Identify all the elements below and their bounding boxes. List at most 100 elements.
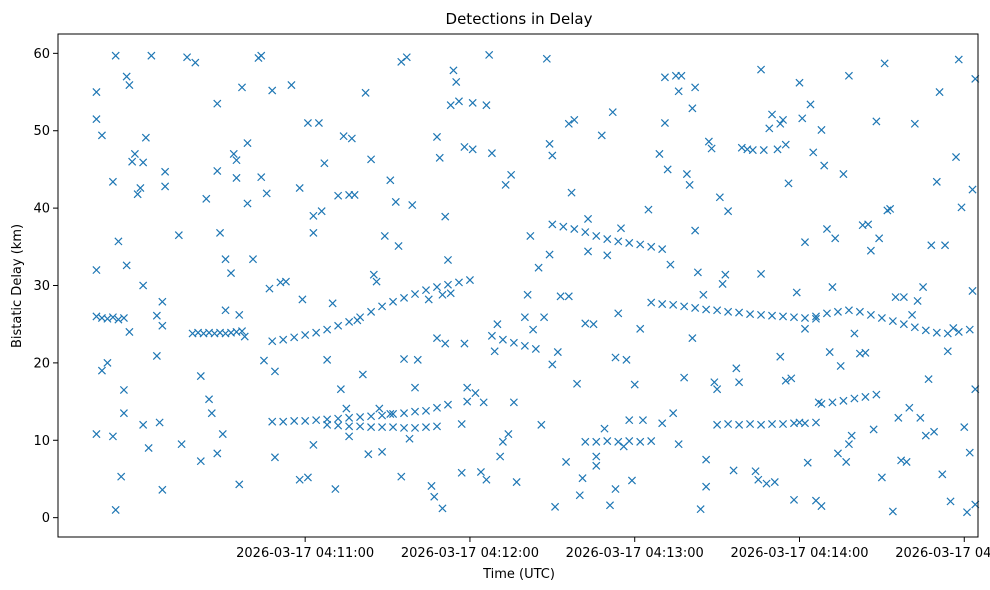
scatter-markers [92, 50, 980, 517]
data-point [125, 81, 134, 90]
data-point [710, 378, 719, 387]
data-point [334, 191, 343, 200]
data-point [457, 468, 466, 477]
y-axis-label: Bistatic Delay (km) [10, 224, 25, 348]
data-point [921, 326, 930, 335]
data-point [559, 222, 568, 231]
data-point [191, 58, 200, 67]
data-point [776, 119, 785, 128]
data-point [446, 289, 455, 298]
data-point [158, 485, 167, 494]
data-point [732, 364, 741, 373]
data-point [564, 292, 573, 301]
data-point [361, 88, 370, 97]
data-point [226, 269, 236, 278]
data-point [707, 144, 716, 153]
data-point [402, 53, 411, 62]
data-point [578, 474, 587, 483]
data-point [754, 475, 763, 484]
data-point [965, 325, 974, 334]
data-point [778, 312, 788, 321]
data-point [888, 317, 897, 326]
data-point [476, 467, 485, 477]
data-point [493, 320, 502, 329]
data-point [592, 437, 601, 446]
data-point [498, 437, 507, 446]
data-point [237, 83, 247, 92]
data-point [317, 207, 326, 216]
data-point [331, 484, 340, 494]
data-point [279, 417, 288, 426]
data-point [553, 348, 562, 357]
data-point [682, 170, 691, 179]
data-point [97, 131, 106, 140]
data-point [839, 396, 848, 405]
data-point [122, 72, 131, 81]
data-point [757, 420, 766, 429]
data-point [435, 153, 444, 162]
data-point [718, 279, 727, 288]
data-point [152, 311, 161, 320]
data-point [512, 478, 521, 487]
data-point [770, 478, 779, 487]
data-point [798, 114, 807, 123]
data-point [548, 151, 557, 160]
data-point [603, 251, 612, 260]
data-point [482, 101, 491, 110]
data-point [97, 366, 106, 375]
data-point [408, 200, 417, 210]
data-point [438, 290, 447, 299]
data-point [927, 241, 936, 250]
data-point [290, 416, 299, 425]
data-point [869, 425, 878, 434]
data-point [460, 142, 469, 152]
data-point [757, 65, 766, 74]
data-point [323, 420, 332, 429]
data-point [295, 475, 304, 484]
data-point [877, 473, 886, 482]
data-point [592, 231, 601, 240]
data-point [910, 323, 919, 332]
x-tick-label: 2026-03-17 04:14:00 [730, 546, 868, 561]
data-point [312, 416, 321, 425]
data-point [265, 284, 274, 293]
data-point [213, 99, 222, 108]
data-point [806, 100, 815, 109]
data-point [122, 261, 131, 270]
data-point [345, 432, 354, 441]
data-point [130, 149, 139, 158]
data-point [410, 289, 420, 299]
data-point [125, 327, 134, 336]
data-point [367, 155, 376, 164]
data-point [443, 280, 452, 289]
data-point [114, 315, 123, 324]
data-point [303, 118, 312, 128]
data-point [460, 339, 469, 348]
data-point [688, 334, 697, 343]
data-point [347, 134, 356, 143]
data-point [899, 293, 908, 302]
data-point [702, 455, 711, 464]
data-point [778, 419, 788, 429]
data-point [487, 149, 496, 158]
data-point [389, 409, 398, 418]
data-point [627, 476, 636, 485]
data-point [410, 383, 420, 392]
data-point [803, 458, 812, 467]
data-point [441, 212, 450, 221]
data-point [144, 443, 153, 453]
data-point [844, 440, 853, 449]
data-point [800, 313, 810, 323]
data-point [551, 502, 560, 511]
data-point [737, 143, 746, 152]
data-point [570, 115, 579, 124]
data-point [139, 281, 148, 290]
data-point [691, 303, 700, 312]
y-axis: 0 10 20 30 40 50 60 [33, 47, 58, 526]
data-point [454, 97, 463, 106]
data-point [92, 312, 101, 321]
data-point [386, 409, 395, 418]
data-point [432, 403, 442, 412]
data-point [540, 313, 549, 322]
